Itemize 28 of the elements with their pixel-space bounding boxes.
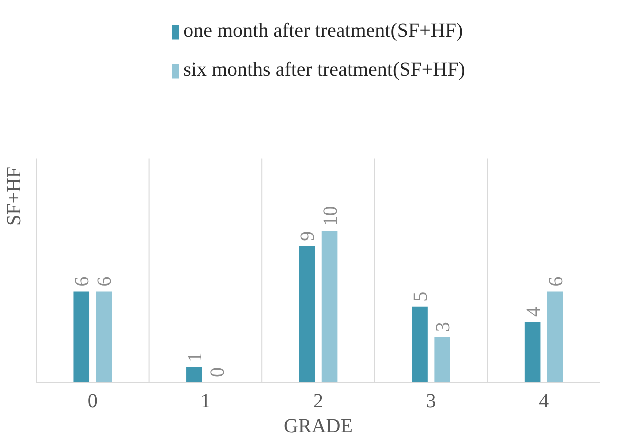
data-label: 9 [297, 231, 320, 242]
bar [96, 292, 112, 382]
bar [299, 246, 316, 382]
bar [322, 231, 338, 382]
data-label: 3 [432, 322, 455, 332]
bar [547, 292, 564, 382]
y-axis-title: SF+HF [4, 166, 26, 226]
bar [186, 367, 202, 382]
bar [524, 322, 541, 382]
data-label: 5 [410, 292, 432, 302]
x-tick-label: 4 [539, 390, 550, 412]
x-tick-label: 2 [314, 390, 324, 412]
data-label: 6 [94, 276, 116, 287]
data-label: 10 [320, 206, 342, 226]
data-label: 1 [184, 352, 206, 362]
data-label: 0 [206, 368, 229, 378]
data-label: 6 [545, 276, 568, 287]
data-label: 6 [72, 276, 94, 287]
x-tick-label: 1 [200, 390, 211, 412]
x-axis-title: GRADE [284, 416, 353, 438]
legend-label: one month after treatment(SF+HF) [184, 20, 464, 43]
legend-label: six months after treatment(SF+HF) [184, 59, 466, 82]
data-label: 4 [522, 307, 545, 318]
bar [434, 337, 450, 382]
bar [74, 292, 90, 382]
x-tick-label: 0 [88, 390, 98, 412]
x-tick-label: 3 [426, 390, 436, 412]
bar [412, 306, 428, 382]
